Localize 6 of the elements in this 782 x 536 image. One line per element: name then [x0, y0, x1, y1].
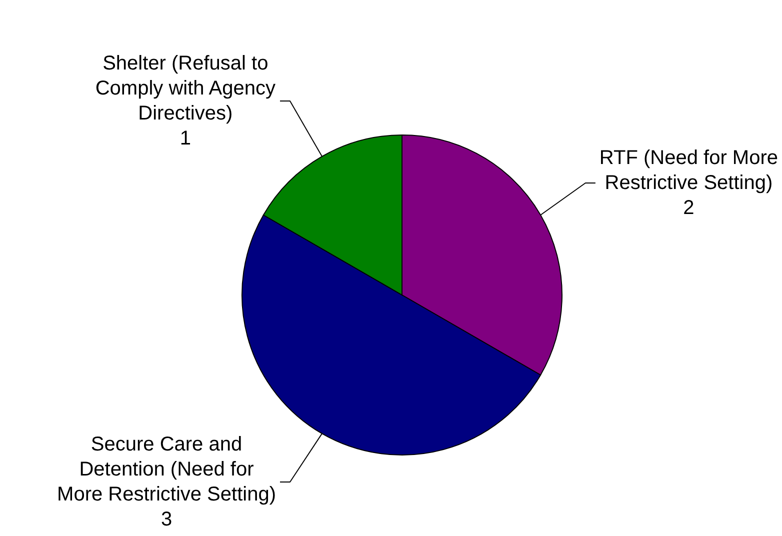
data-label: 2: [683, 197, 694, 219]
slice-label: RTF (Need for More Restrictive Setting): [599, 147, 778, 194]
slice-label: Secure Care and Detention (Need for More Restrictive Setting): [57, 434, 276, 506]
data-label: 3: [160, 508, 172, 530]
slice-label: Shelter (Refusal to Comply with Agency Directives): [95, 52, 276, 125]
data-label: 1: [180, 128, 191, 150]
